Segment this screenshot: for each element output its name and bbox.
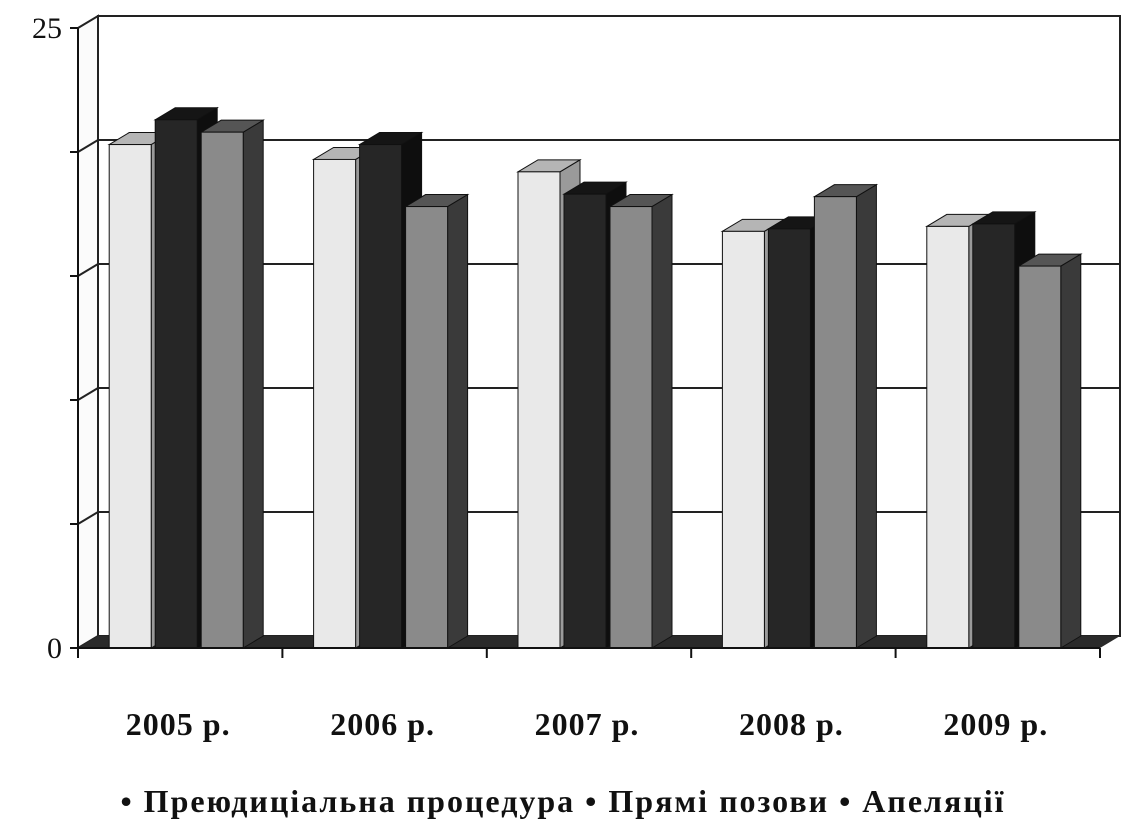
bar-side xyxy=(242,119,264,649)
x-tick-label: 2007 р. xyxy=(535,706,640,742)
axes xyxy=(70,27,1101,658)
bar-front xyxy=(609,206,653,649)
bar-front xyxy=(405,206,449,649)
bar-side xyxy=(855,183,877,649)
bar xyxy=(812,183,879,649)
bar-front xyxy=(563,193,607,649)
x-tick-label: 2006 р. xyxy=(330,706,435,742)
gridline xyxy=(77,139,99,153)
bar-front xyxy=(926,225,970,649)
bar-front xyxy=(1018,265,1062,649)
y-tick-labels: 0 25 xyxy=(32,12,62,665)
bar-front xyxy=(200,131,244,649)
gridline xyxy=(77,387,99,401)
x-tick-label: 2005 р. xyxy=(126,706,231,742)
bar xyxy=(403,193,470,649)
side-wall xyxy=(77,14,99,650)
bar xyxy=(1016,253,1083,649)
bar-front xyxy=(154,119,198,649)
legend-line: • Преюдиціальна процедура • Прямі позови… xyxy=(120,783,1005,819)
bar-front xyxy=(813,196,857,649)
bar-front xyxy=(313,158,357,649)
y-tick-label: 25 xyxy=(32,12,62,45)
x-tick-labels: 2005 р. 2006 р. 2007 р. 2008 р. 2009 р. xyxy=(126,706,1048,742)
legend-item: • Апеляції xyxy=(829,783,1005,819)
bar-front xyxy=(721,230,765,649)
x-tick-label: 2008 р. xyxy=(739,706,844,742)
bars xyxy=(78,106,1120,649)
bar-front xyxy=(359,144,403,649)
bar-front xyxy=(108,144,152,649)
bar-front xyxy=(972,223,1016,649)
bar-side xyxy=(447,193,469,649)
gridline xyxy=(77,511,99,525)
bar-side xyxy=(1060,253,1082,649)
legend-item: • Преюдиціальна процедура xyxy=(120,783,575,819)
bar xyxy=(199,119,266,649)
legend: • Преюдиціальна процедура • Прямі позови… xyxy=(120,783,1005,819)
bar-side xyxy=(651,193,673,649)
bar xyxy=(608,193,674,649)
x-tick-label: 2009 р. xyxy=(943,706,1048,742)
gridline xyxy=(77,263,99,277)
y-tick-label: 0 xyxy=(47,632,62,665)
bar-front xyxy=(517,171,561,649)
legend-item: • Прямі позови xyxy=(575,783,829,819)
bar-front xyxy=(767,228,811,649)
